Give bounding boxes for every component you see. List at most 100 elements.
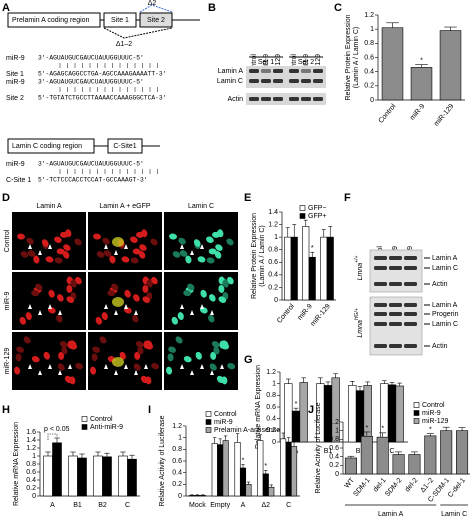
x-tick-label: B1 (73, 502, 82, 509)
label: A (2, 2, 10, 14)
group-label: Lamin C (441, 511, 467, 518)
error-bar (54, 437, 60, 443)
band (313, 79, 323, 83)
bar (302, 226, 310, 301)
arrowhead (210, 370, 214, 375)
arrowhead (180, 364, 184, 369)
error-bar (269, 484, 273, 488)
nucleus (102, 237, 110, 245)
label: miR-9 (303, 54, 310, 73)
nucleus (135, 341, 144, 348)
x-tick-label: Empty (210, 502, 230, 509)
nucleus (75, 363, 84, 370)
significance: * (420, 57, 423, 64)
nucleus (111, 283, 119, 291)
y-tick-label: 0 (178, 493, 182, 500)
nucleus (69, 343, 78, 350)
bar (102, 456, 112, 497)
nucleus (41, 239, 49, 247)
error-bar (357, 386, 363, 391)
nucleus (31, 290, 40, 297)
y-tick-label: 1.2 (268, 221, 278, 228)
band (273, 79, 283, 83)
bar (68, 455, 78, 497)
y-tick-label: 0 (274, 297, 278, 304)
nucleus (213, 346, 220, 355)
label: C-Site1 (113, 143, 136, 150)
band (404, 303, 417, 307)
error-bar (386, 22, 399, 28)
nucleus (31, 356, 40, 363)
band (374, 266, 387, 270)
nucleus (145, 343, 154, 350)
nucleus (136, 231, 145, 238)
band (261, 97, 271, 101)
nucleus (64, 375, 72, 384)
label: F (344, 192, 351, 204)
bar (355, 390, 365, 443)
error-bar (79, 453, 85, 458)
bar (326, 236, 334, 301)
legend-swatch (81, 416, 88, 422)
nucleus (54, 236, 62, 243)
x-tick-label: C (286, 502, 291, 509)
bar (280, 438, 287, 497)
site-box (107, 138, 143, 154)
band (374, 312, 387, 316)
band (301, 69, 311, 73)
bar (93, 455, 103, 497)
nucleus (206, 257, 215, 264)
nucleus (56, 248, 65, 255)
nucleus (146, 279, 153, 288)
nucleus (171, 316, 178, 325)
bar (222, 440, 229, 497)
y-tick-label: 0.6 (329, 445, 339, 452)
nucleus (142, 284, 149, 293)
arrowhead (48, 304, 52, 309)
nucleus (119, 351, 126, 360)
legend-label: miR-9 (422, 410, 441, 417)
label: Set 1 (258, 59, 274, 66)
error-bar (365, 381, 370, 386)
label: C-Site 1 (6, 177, 31, 184)
band (289, 79, 299, 83)
nucleus (121, 256, 130, 263)
y-tick-label: 0.8 (364, 40, 374, 47)
label: Actin (227, 96, 243, 103)
bar (284, 236, 292, 301)
nucleus (183, 290, 192, 297)
legend-label: miR-9 (214, 419, 233, 426)
y-tick-label: 0.6 (266, 404, 276, 411)
label: miR-9 (6, 79, 25, 86)
y-axis-label: Relative mRNA Expression (13, 422, 20, 506)
bar (456, 430, 469, 475)
gfp-cell (112, 297, 124, 307)
band (301, 79, 311, 83)
y-tick-label: 0 (272, 439, 276, 446)
error-bar (292, 224, 297, 238)
error-bar (328, 226, 333, 238)
x-tick-label: A (50, 502, 55, 509)
band (374, 303, 387, 307)
bar (360, 435, 373, 475)
nucleus (14, 366, 21, 375)
y-tick-label: 0.4 (329, 454, 339, 461)
legend-label: Anti-miR-9 (90, 424, 123, 431)
nucleus (124, 289, 131, 298)
y-tick-label: 0.4 (26, 477, 36, 484)
x-tick-label: B2 (356, 448, 365, 455)
band (261, 79, 271, 83)
label: Site 1 (6, 71, 24, 78)
nucleus (62, 251, 70, 259)
error-bar (444, 26, 457, 31)
arrowhead (38, 310, 42, 315)
band (404, 266, 417, 270)
error-bar (411, 451, 418, 455)
nucleus (215, 244, 223, 251)
band (389, 312, 402, 316)
nucleus (140, 375, 148, 384)
nucleus (183, 356, 192, 363)
nucleus (137, 346, 144, 355)
band (374, 256, 387, 260)
